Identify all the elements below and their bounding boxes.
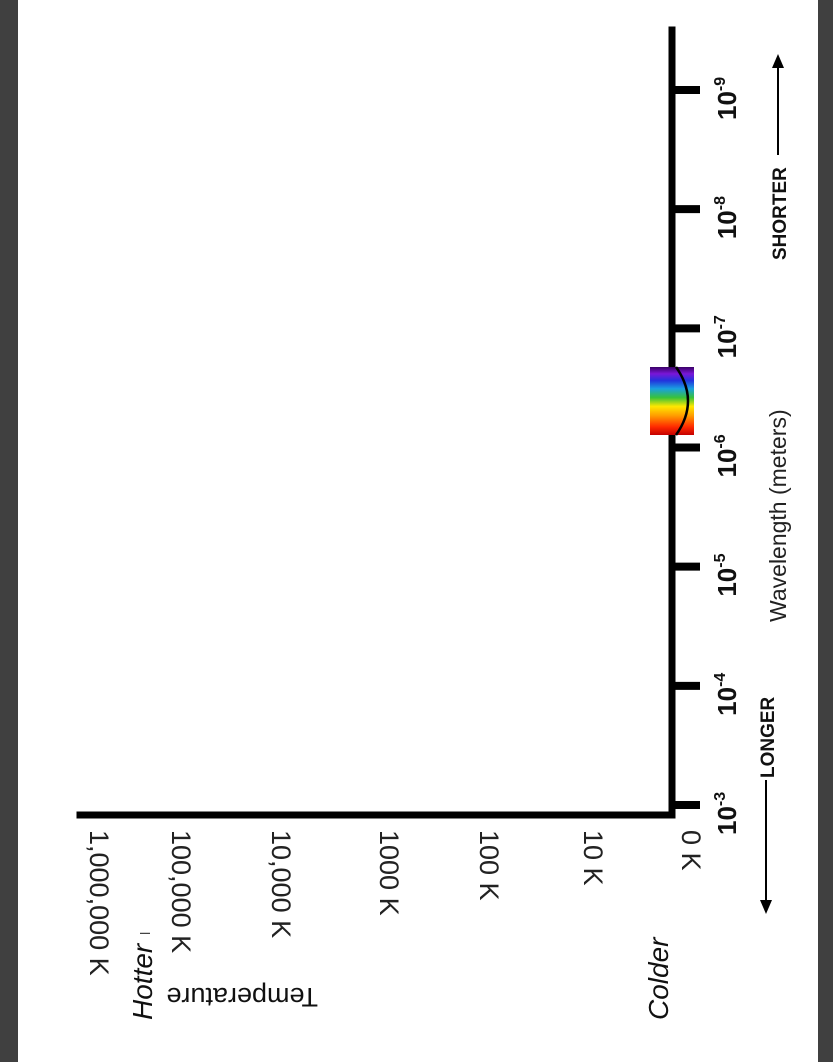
temperature-tick-label: 100,000 K [166,830,196,953]
wavelength-tick-label: 10-6 [712,434,742,477]
wavelength-tick-label: 10-5 [712,553,742,596]
temperature-tick-label: 100 K [474,830,504,901]
wavelength-tick-label: 10-9 [712,77,742,120]
temperature-tick-label: 10 K [578,830,608,886]
colder-label: Colder [643,936,674,1020]
shorter-label: SHORTER [770,167,791,260]
stray-mark: – [140,922,150,942]
temperature-tick-label: 10,000 K [266,830,296,938]
temperature-tick-label: 1,000,000 K [84,830,114,976]
wavelength-ticks: 10-3 10-4 10-5 10-6 10-7 10-8 10-9 [672,77,742,835]
hotter-label: Hotter [127,942,158,1020]
visible-spectrum-band [650,366,694,436]
temperature-tick-label: 0 K [676,830,706,871]
longer-arrowhead-icon [760,900,772,914]
shorter-direction: SHORTER [770,54,791,260]
temperature-ticks: 0 K 10 K 100 K 1000 K 10,000 K 100,000 K 1,000… [84,830,706,976]
shorter-arrowhead-icon [772,54,784,68]
temperature-tick-label: 1000 K [374,830,404,916]
wavelength-tick-label: 10-8 [712,196,742,239]
wavelength-tick-label: 10-4 [712,673,742,716]
wavelength-tick-label: 10-3 [712,792,742,835]
page-background [18,0,818,1062]
spectrum-rect [650,367,694,435]
longer-label: LONGER [758,696,779,778]
longer-direction: LONGER [758,696,779,914]
spectrum-curve [674,366,690,436]
wavelength-axis-title: Wavelength (meters) [765,409,791,622]
temperature-axis-title: Temperature [166,982,318,1012]
wavelength-tick-label: 10-7 [712,315,742,358]
